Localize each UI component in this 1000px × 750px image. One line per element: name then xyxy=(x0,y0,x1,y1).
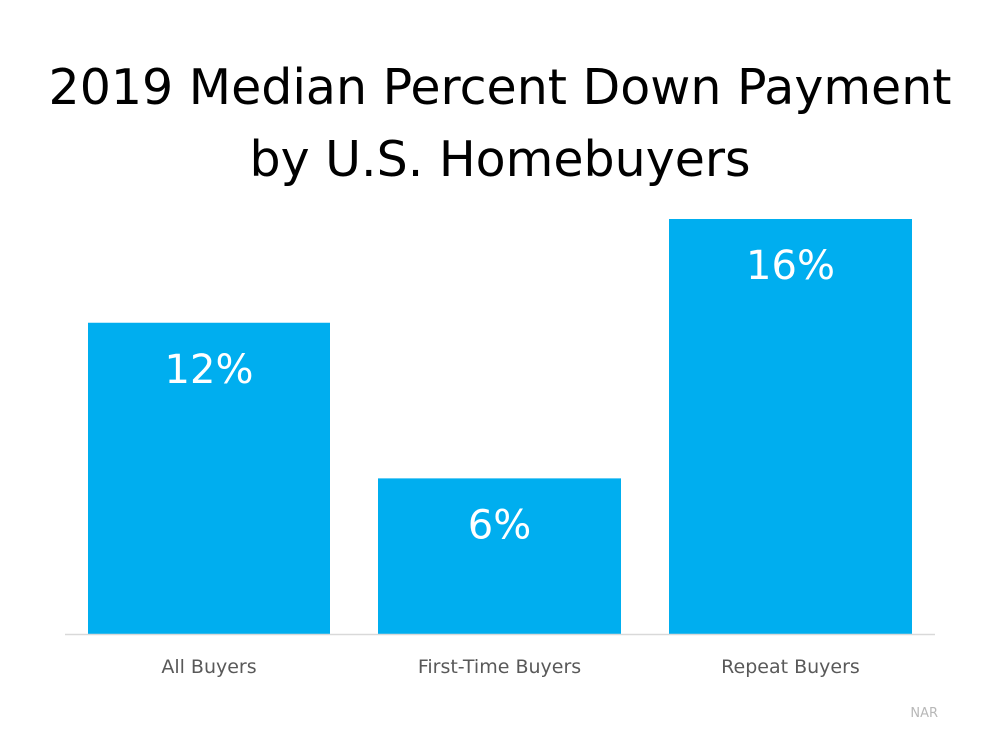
bar-0 xyxy=(88,322,330,634)
bar-2 xyxy=(669,219,912,634)
category-label-0: All Buyers xyxy=(161,656,256,678)
data-label-0: 12% xyxy=(165,347,254,393)
chart-title-line-1: 2019 Median Percent Down Payment xyxy=(48,59,952,116)
chart-title: 2019 Median Percent Down Payment by U.S.… xyxy=(0,52,1000,196)
data-label-1: 6% xyxy=(468,502,531,548)
source-label: NAR xyxy=(910,706,938,721)
chart-title-line-2: by U.S. Homebuyers xyxy=(249,131,751,188)
category-label-1: First-Time Buyers xyxy=(418,656,581,678)
bar-1 xyxy=(378,478,621,634)
category-label-2: Repeat Buyers xyxy=(721,656,860,678)
data-label-2: 16% xyxy=(746,243,835,289)
